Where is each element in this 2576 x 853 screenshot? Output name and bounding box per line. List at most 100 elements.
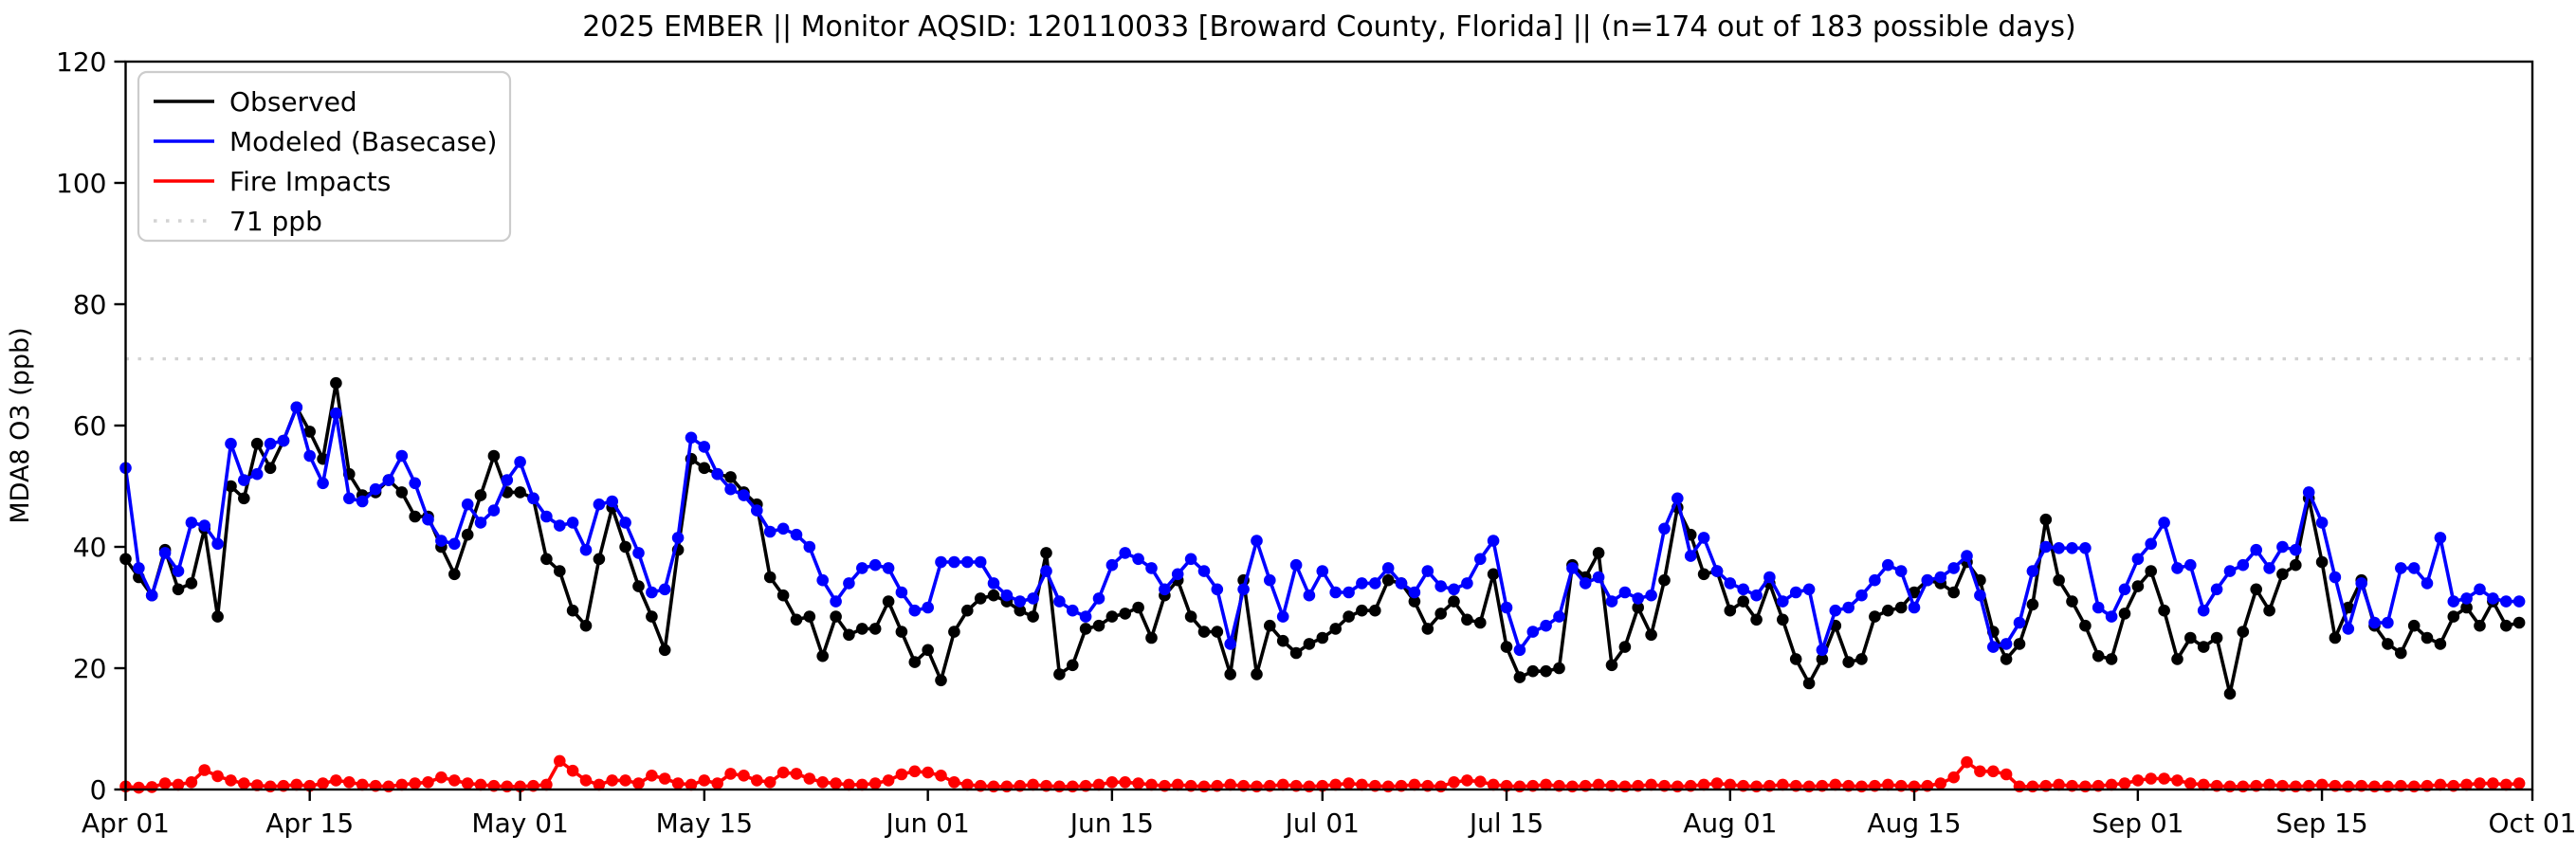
data-point-marker — [2131, 553, 2145, 566]
data-point-marker — [1737, 595, 1749, 608]
data-point-marker — [474, 778, 487, 791]
data-point-marker — [1343, 586, 1355, 599]
data-point-marker — [290, 401, 303, 414]
data-point-marker — [1119, 547, 1131, 559]
data-point-marker — [1645, 589, 1657, 602]
data-point-marker — [2131, 774, 2145, 787]
data-point-marker — [2197, 604, 2210, 617]
data-point-marker — [882, 595, 895, 608]
data-point-marker — [2263, 778, 2275, 791]
data-point-marker — [198, 519, 210, 532]
data-point-marker — [1750, 780, 1763, 793]
data-point-marker — [1408, 586, 1421, 599]
data-point-marker — [1276, 610, 1289, 623]
data-point-marker — [2487, 592, 2499, 605]
data-point-marker — [2315, 555, 2329, 569]
data-point-marker — [724, 482, 737, 496]
data-point-marker — [566, 604, 579, 617]
data-point-marker — [554, 565, 566, 577]
data-point-marker — [685, 778, 698, 791]
data-point-marker — [1487, 568, 1500, 581]
data-point-marker — [1684, 550, 1697, 562]
data-point-marker — [961, 555, 974, 569]
data-point-marker — [1500, 601, 1513, 614]
data-point-marker — [1237, 583, 1250, 596]
data-point-marker — [461, 498, 474, 511]
series-modeled-basecase- — [119, 401, 2526, 657]
y-tick-label: 100 — [56, 168, 106, 199]
data-point-marker — [2315, 778, 2329, 791]
data-point-marker — [1987, 765, 2000, 778]
data-point-marker — [2263, 562, 2275, 574]
data-point-marker — [803, 610, 816, 623]
data-point-marker — [1053, 595, 1066, 608]
data-point-marker — [1777, 595, 1789, 608]
x-tick-label: May 01 — [471, 808, 568, 839]
legend-label: Modeled (Basecase) — [229, 126, 497, 157]
data-point-marker — [1053, 780, 1066, 793]
data-point-marker — [2382, 638, 2394, 650]
data-point-marker — [1171, 778, 1184, 791]
data-point-marker — [1040, 565, 1052, 577]
data-point-marker — [1750, 613, 1763, 626]
data-point-marker — [1303, 638, 1316, 650]
data-point-marker — [172, 565, 185, 577]
data-point-marker — [751, 774, 763, 787]
data-point-marker — [2158, 517, 2170, 529]
data-point-marker — [1618, 780, 1632, 793]
x-tick-label: Jun 15 — [1069, 808, 1154, 839]
data-point-marker — [1672, 780, 1684, 793]
data-point-marker — [2407, 562, 2421, 574]
data-point-marker — [1381, 573, 1395, 587]
data-point-marker — [1027, 592, 1039, 605]
data-point-marker — [1487, 535, 1500, 547]
data-point-marker — [671, 532, 685, 544]
data-point-marker — [803, 540, 816, 554]
data-point-marker — [658, 644, 671, 657]
data-point-marker — [2223, 780, 2237, 793]
data-point-marker — [1329, 586, 1342, 599]
data-point-marker — [1592, 571, 1605, 584]
data-point-marker — [2131, 580, 2145, 592]
data-point-marker — [2210, 583, 2223, 596]
legend-label: Fire Impacts — [229, 166, 391, 197]
data-point-marker — [1079, 610, 1092, 623]
data-point-marker — [422, 513, 434, 526]
data-point-marker — [711, 777, 723, 789]
data-point-marker — [185, 517, 198, 529]
data-point-marker — [1356, 577, 1368, 590]
data-point-marker — [2118, 583, 2131, 596]
data-point-marker — [2105, 653, 2118, 665]
data-point-marker — [698, 462, 711, 475]
data-point-marker — [882, 774, 895, 787]
data-point-marker — [579, 774, 593, 787]
data-point-marker — [225, 774, 237, 787]
data-point-marker — [632, 580, 645, 592]
data-point-marker — [2013, 780, 2026, 793]
data-point-marker — [1802, 780, 1816, 793]
data-point-marker — [2237, 626, 2250, 638]
data-point-marker — [776, 589, 790, 602]
data-point-marker — [2026, 598, 2039, 611]
data-point-marker — [1092, 619, 1105, 632]
data-point-marker — [671, 777, 685, 789]
data-point-marker — [250, 467, 264, 481]
data-point-marker — [1408, 778, 1421, 791]
data-point-marker — [1184, 553, 1197, 566]
data-point-marker — [1197, 565, 1211, 577]
data-point-marker — [1710, 565, 1724, 577]
data-point-marker — [448, 568, 461, 581]
data-point-marker — [2145, 772, 2157, 785]
data-point-marker — [1053, 668, 1066, 681]
data-point-marker — [2237, 780, 2250, 793]
data-point-marker — [803, 772, 816, 785]
data-point-marker — [158, 777, 172, 789]
data-point-marker — [435, 771, 448, 784]
data-point-marker — [738, 770, 750, 782]
data-point-marker — [698, 774, 711, 787]
data-point-marker — [1658, 522, 1671, 535]
data-point-marker — [738, 489, 750, 501]
data-point-marker — [540, 553, 553, 566]
data-point-marker — [1343, 610, 1355, 623]
data-point-marker — [948, 776, 960, 789]
